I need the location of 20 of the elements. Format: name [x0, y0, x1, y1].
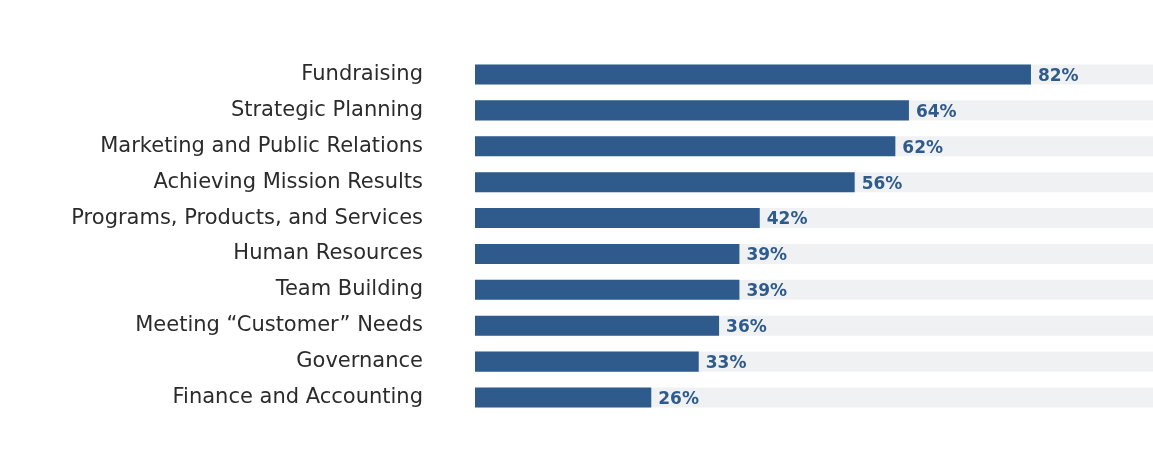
data-label: 82% [1037, 64, 1079, 85]
data-label: 64% [915, 100, 957, 121]
data-label: 56% [861, 172, 903, 193]
data-label: 36% [726, 316, 767, 337]
data-label: 39% [746, 244, 788, 265]
data-label: 62% [902, 136, 944, 157]
y-tick-label: Programs, Products, and Services [71, 204, 423, 229]
y-tick-label: Marketing and Public Relations [100, 132, 423, 157]
data-label: 33% [705, 352, 747, 372]
y-tick-label: Fundraising [301, 60, 423, 85]
y-tick-label: Human Resources [233, 240, 423, 265]
data-label: 26% [658, 387, 699, 408]
data-label: 39% [746, 280, 788, 301]
y-tick-label: Finance and Accounting [172, 383, 423, 408]
y-tick-label: Team Building [274, 276, 423, 301]
y-tick-label: Governance [296, 348, 423, 373]
y-tick-label: Strategic Planning [230, 96, 423, 121]
y-tick-label: Meeting “Customer” Needs [135, 312, 423, 337]
y-tick-label: Achieving Mission Results [153, 168, 423, 193]
data-label: 42% [766, 208, 808, 229]
